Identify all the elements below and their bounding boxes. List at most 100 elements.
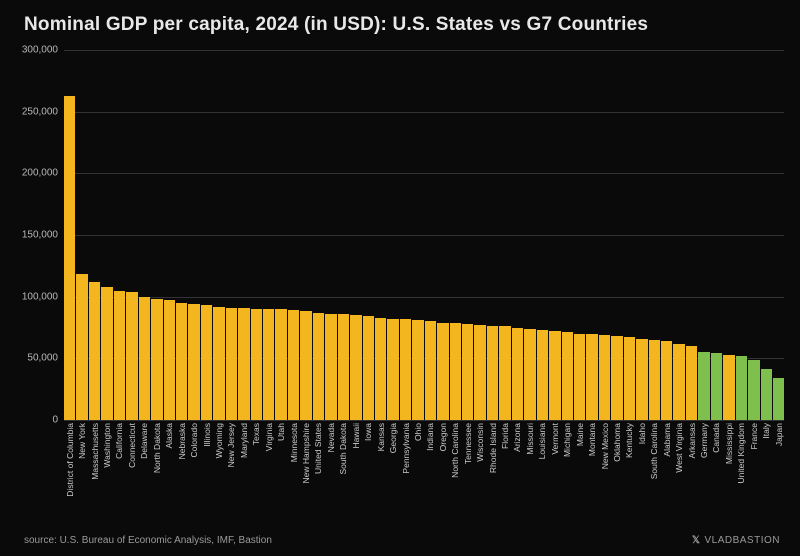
x-label-slot: South Dakota (338, 423, 349, 533)
x-tick-label: Wisconsin (475, 423, 485, 462)
x-label-slot: District of Columbia (64, 423, 75, 533)
plot-area (64, 50, 784, 420)
x-tick-label: North Carolina (450, 423, 460, 478)
bar (599, 335, 610, 420)
bar (226, 308, 237, 420)
x-label-slot: Washington (101, 423, 112, 533)
bar (474, 325, 485, 420)
x-label-slot: North Dakota (151, 423, 162, 533)
x-tick-label: Kentucky (624, 423, 634, 458)
x-tick-label: New York (77, 423, 87, 459)
grid-line (64, 420, 784, 421)
bar (64, 96, 75, 420)
bar (736, 356, 747, 420)
x-tick-label: Illinois (202, 423, 212, 447)
bar (487, 326, 498, 420)
x-tick-label: Italy (761, 423, 771, 439)
bar (673, 344, 684, 420)
y-tick-label: 0 (52, 415, 58, 426)
x-label-slot: Montana (586, 423, 597, 533)
bar (574, 334, 585, 420)
x-label-slot: Minnesota (288, 423, 299, 533)
chart-title: Nominal GDP per capita, 2024 (in USD): U… (24, 14, 648, 36)
x-label-slot: Missouri (524, 423, 535, 533)
x-tick-label: Colorado (189, 423, 199, 458)
x-tick-label: Florida (500, 423, 510, 449)
bar (512, 328, 523, 421)
bar (586, 334, 597, 420)
x-tick-label: Connecticut (127, 423, 137, 468)
x-tick-label: Idaho (637, 423, 647, 444)
bar (325, 314, 336, 420)
x-tick-label: Germany (699, 423, 709, 458)
bar (76, 274, 87, 420)
x-tick-label: North Dakota (152, 423, 162, 473)
x-label-slot: Idaho (636, 423, 647, 533)
y-tick-label: 50,000 (27, 353, 58, 364)
x-tick-label: Tennessee (463, 423, 473, 464)
x-label-slot: Florida (499, 423, 510, 533)
x-label-slot: Vermont (549, 423, 560, 533)
x-label-slot: North Carolina (450, 423, 461, 533)
x-label-slot: Arizona (512, 423, 523, 533)
x-tick-label: South Dakota (338, 423, 348, 475)
x-tick-label: Montana (587, 423, 597, 456)
y-tick-label: 300,000 (22, 45, 58, 56)
x-label-slot: New Hampshire (300, 423, 311, 533)
bar (238, 308, 249, 420)
bar (151, 299, 162, 420)
x-label-slot: Wyoming (213, 423, 224, 533)
x-axis-labels: District of ColumbiaNew YorkMassachusett… (64, 423, 784, 533)
x-label-slot: Canada (711, 423, 722, 533)
x-label-slot: Nebraska (176, 423, 187, 533)
bar (636, 339, 647, 420)
bar (537, 330, 548, 420)
x-label-slot: Indiana (425, 423, 436, 533)
x-tick-label: Mississippi (724, 423, 734, 464)
x-tick-label: Alaska (164, 423, 174, 449)
x-tick-label: Oregon (438, 423, 448, 451)
x-tick-label: Oklahoma (612, 423, 622, 462)
bar (711, 353, 722, 420)
bar (524, 329, 535, 420)
bar (661, 341, 672, 420)
x-label-slot: Louisiana (537, 423, 548, 533)
bar (425, 321, 436, 420)
x-tick-label: District of Columbia (65, 423, 75, 497)
x-tick-label: Wyoming (214, 423, 224, 458)
x-tick-label: Nebraska (177, 423, 187, 459)
x-label-slot: Maryland (238, 423, 249, 533)
x-tick-label: Kansas (376, 423, 386, 451)
bar (288, 310, 299, 420)
x-label-slot: Italy (761, 423, 772, 533)
x-label-slot: California (114, 423, 125, 533)
source-citation: source: U.S. Bureau of Economic Analysis… (24, 535, 272, 546)
x-tick-label: Arkansas (687, 423, 697, 458)
x-label-slot: West Virginia (673, 423, 684, 533)
bar (562, 332, 573, 420)
x-label-slot: Nevada (325, 423, 336, 533)
x-tick-label: United Kingdom (736, 423, 746, 483)
bar (313, 313, 324, 420)
x-tick-label: West Virginia (674, 423, 684, 473)
bar (164, 300, 175, 420)
bar (761, 369, 772, 420)
x-tick-label: Indiana (425, 423, 435, 451)
bar (201, 305, 212, 420)
x-label-slot: Rhode Island (487, 423, 498, 533)
bar (176, 303, 187, 420)
x-tick-label: California (114, 423, 124, 459)
bar (412, 320, 423, 420)
bar (773, 378, 784, 420)
x-label-slot: Oklahoma (611, 423, 622, 533)
x-label-slot: Germany (698, 423, 709, 533)
x-label-slot: Ohio (412, 423, 423, 533)
x-tick-label: Louisiana (537, 423, 547, 459)
x-tick-label: Washington (102, 423, 112, 468)
bar (437, 323, 448, 420)
bar (686, 346, 697, 420)
bar (139, 297, 150, 420)
x-label-slot: Kansas (375, 423, 386, 533)
watermark-x-icon: 𝕏 (692, 535, 701, 546)
bars-group (64, 50, 784, 420)
